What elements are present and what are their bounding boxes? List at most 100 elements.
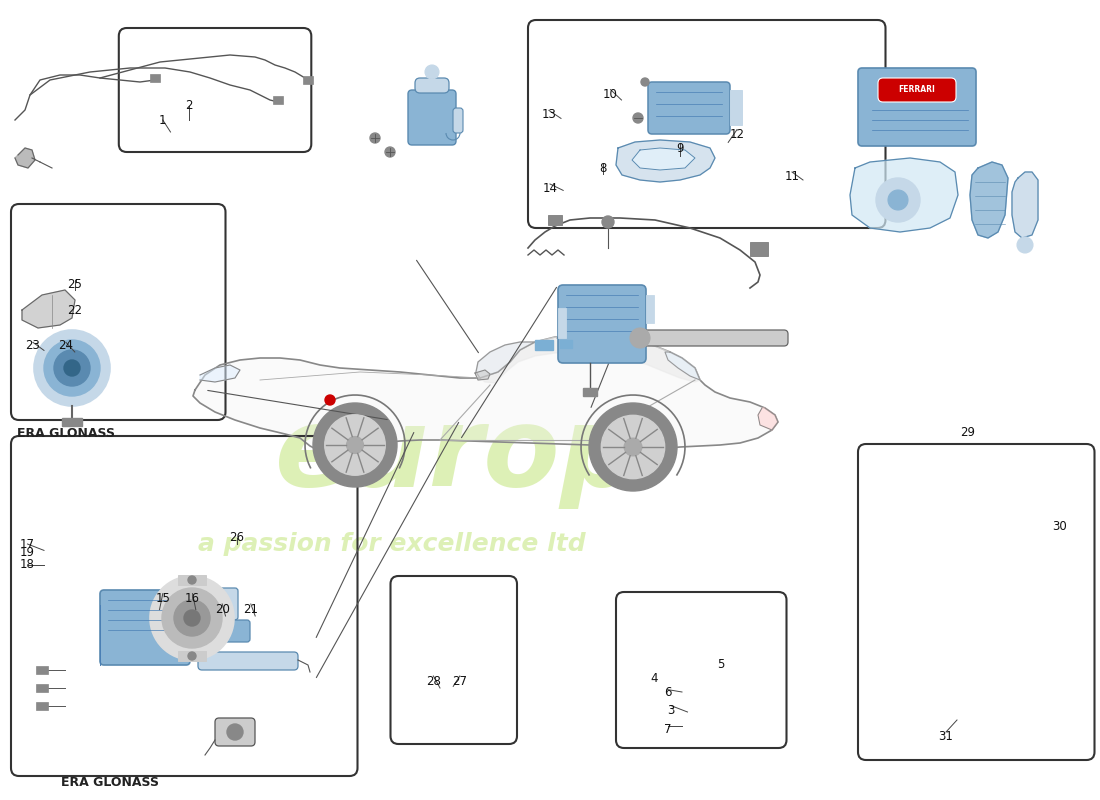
Circle shape — [632, 113, 644, 123]
Polygon shape — [476, 335, 700, 383]
Circle shape — [162, 588, 222, 648]
Circle shape — [385, 147, 395, 157]
Polygon shape — [616, 140, 715, 182]
FancyBboxPatch shape — [858, 68, 976, 146]
FancyBboxPatch shape — [198, 652, 298, 670]
Circle shape — [876, 178, 920, 222]
Bar — [558, 308, 566, 338]
Text: a passion for excellence ltd: a passion for excellence ltd — [198, 532, 585, 556]
FancyBboxPatch shape — [222, 620, 250, 642]
Text: 1: 1 — [160, 114, 166, 126]
Bar — [750, 242, 768, 256]
Text: 2: 2 — [186, 99, 192, 112]
Text: 13: 13 — [541, 108, 557, 121]
Polygon shape — [758, 408, 778, 430]
Bar — [730, 90, 743, 125]
Text: 10: 10 — [603, 88, 618, 101]
Text: FERRARI: FERRARI — [899, 86, 935, 94]
Polygon shape — [632, 148, 695, 170]
Circle shape — [174, 600, 210, 636]
Bar — [302, 76, 313, 84]
Circle shape — [370, 133, 379, 143]
Polygon shape — [22, 290, 75, 328]
Text: 19: 19 — [20, 546, 35, 558]
Circle shape — [641, 78, 649, 86]
Bar — [190, 618, 205, 646]
Text: 20: 20 — [214, 603, 230, 616]
Polygon shape — [15, 148, 35, 168]
Text: 15: 15 — [155, 592, 170, 605]
Text: 31: 31 — [938, 730, 954, 742]
Bar — [548, 215, 562, 225]
FancyBboxPatch shape — [415, 78, 449, 93]
Bar — [36, 684, 48, 692]
Circle shape — [324, 414, 385, 475]
Circle shape — [227, 724, 243, 740]
FancyBboxPatch shape — [878, 78, 956, 102]
Circle shape — [624, 438, 641, 456]
Bar — [535, 340, 553, 350]
Text: 14: 14 — [542, 182, 558, 194]
Bar — [62, 418, 82, 426]
Polygon shape — [1012, 172, 1038, 238]
Circle shape — [54, 350, 90, 386]
FancyBboxPatch shape — [640, 330, 788, 346]
Text: 26: 26 — [229, 531, 244, 544]
FancyBboxPatch shape — [648, 82, 730, 134]
Text: 9: 9 — [676, 142, 683, 154]
Circle shape — [34, 330, 110, 406]
Circle shape — [188, 652, 196, 660]
Text: 5: 5 — [717, 658, 724, 670]
Circle shape — [314, 403, 397, 487]
Circle shape — [630, 328, 650, 348]
FancyBboxPatch shape — [100, 590, 190, 665]
Text: 29: 29 — [960, 426, 976, 438]
Text: 11: 11 — [784, 170, 800, 182]
Bar — [178, 651, 206, 661]
Text: 23: 23 — [25, 339, 41, 352]
Circle shape — [184, 610, 200, 626]
Bar — [36, 666, 48, 674]
Circle shape — [188, 576, 196, 584]
Circle shape — [602, 415, 664, 478]
Bar — [36, 702, 48, 710]
FancyBboxPatch shape — [453, 108, 463, 133]
Text: 8: 8 — [600, 162, 606, 174]
Polygon shape — [192, 335, 778, 453]
Circle shape — [425, 65, 439, 79]
Text: 12: 12 — [729, 128, 745, 141]
Bar — [583, 388, 597, 396]
Text: ERA GLONASS: ERA GLONASS — [60, 776, 160, 789]
Circle shape — [150, 576, 234, 660]
Text: 22: 22 — [67, 304, 82, 317]
Polygon shape — [200, 365, 240, 382]
FancyBboxPatch shape — [214, 718, 255, 746]
FancyBboxPatch shape — [408, 90, 456, 145]
Text: 28: 28 — [426, 675, 441, 688]
Polygon shape — [970, 162, 1008, 238]
Text: 30: 30 — [1052, 520, 1067, 533]
Circle shape — [602, 216, 614, 228]
Circle shape — [44, 340, 100, 396]
Bar — [646, 295, 654, 323]
Bar — [560, 340, 572, 348]
Circle shape — [888, 190, 907, 210]
Text: ERA GLONASS: ERA GLONASS — [16, 427, 116, 440]
Text: 4: 4 — [651, 672, 658, 685]
FancyBboxPatch shape — [200, 588, 238, 620]
Bar — [178, 575, 206, 585]
Circle shape — [588, 403, 676, 491]
FancyBboxPatch shape — [558, 285, 646, 363]
Polygon shape — [666, 352, 700, 380]
Text: 25: 25 — [67, 278, 82, 291]
Text: 6: 6 — [664, 686, 671, 699]
Text: 18: 18 — [20, 558, 35, 571]
Circle shape — [64, 360, 80, 376]
Text: 17: 17 — [20, 538, 35, 550]
Circle shape — [324, 395, 336, 405]
Text: 21: 21 — [243, 603, 258, 616]
Bar — [273, 96, 283, 104]
Polygon shape — [850, 158, 958, 232]
Text: europ: europ — [275, 402, 640, 510]
Text: 3: 3 — [668, 704, 674, 717]
